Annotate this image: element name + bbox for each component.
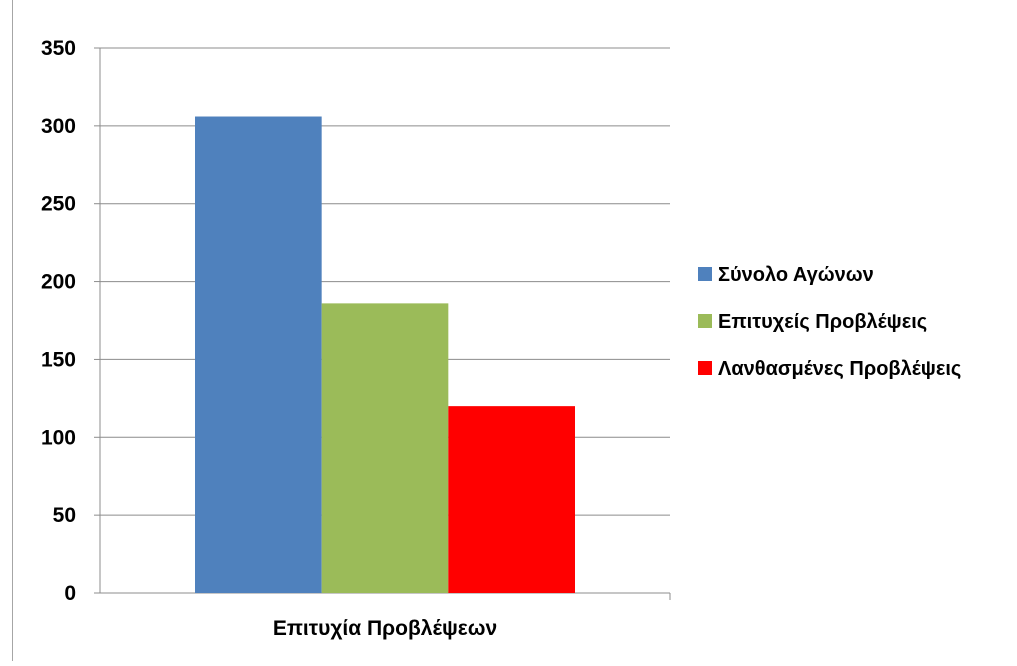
y-tick-labels: 0 50 100 150 200 250 300 350	[41, 37, 76, 605]
legend-swatch	[698, 361, 712, 375]
y-tick-label: 250	[41, 193, 76, 216]
x-tick-label: Επιτυχία Προβλέψεων	[273, 617, 497, 640]
legend-label: Επιτυχείς Προβλέψεις	[718, 311, 927, 333]
legend-swatch	[698, 267, 712, 281]
left-border-line	[12, 0, 13, 661]
y-tick-label: 150	[41, 348, 76, 371]
legend: Σύνολο Αγώνων Επιτυχείς Προβλέψεις Λανθασμ…	[698, 264, 961, 380]
y-tick-label: 300	[41, 115, 76, 138]
y-tick-label: 100	[41, 426, 76, 449]
legend-label: Λανθασμένες Προβλέψεις	[718, 358, 961, 380]
x-tick-labels: Επιτυχία Προβλέψεων	[273, 617, 497, 640]
bar	[195, 116, 322, 593]
y-tick-label: 350	[41, 37, 76, 60]
legend-swatch	[698, 314, 712, 328]
y-tick-label: 50	[53, 504, 76, 527]
y-tick-label: 200	[41, 271, 76, 294]
bar	[321, 303, 449, 593]
y-tick-label: 0	[64, 582, 76, 605]
legend-label: Σύνολο Αγώνων	[718, 264, 874, 286]
bar	[448, 406, 575, 593]
bars	[195, 116, 575, 593]
